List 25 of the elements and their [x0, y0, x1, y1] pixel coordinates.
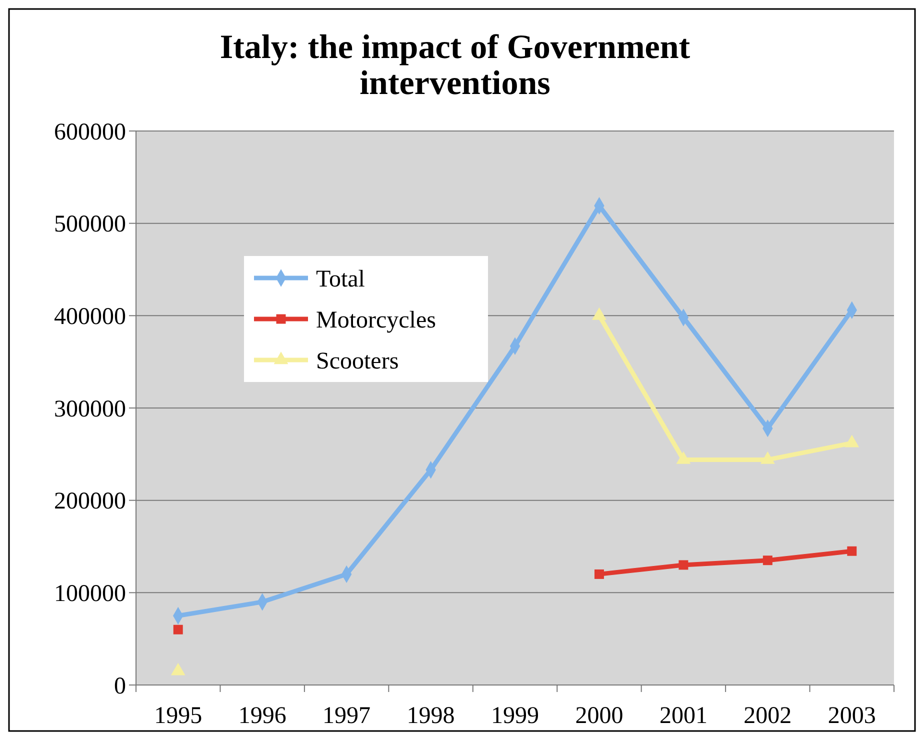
x-tick-label: 1999 [491, 703, 539, 729]
legend-label: Scooters [316, 348, 399, 374]
point [678, 560, 688, 570]
x-tick-label: 1995 [154, 703, 202, 729]
chart-title: Italy: the impact of Government interventions [220, 29, 691, 102]
point [594, 569, 604, 579]
x-tick-label: 2002 [744, 703, 792, 729]
y-tick-label: 600000 [54, 119, 126, 146]
y-tick-label: 500000 [54, 212, 126, 238]
x-tick-label: 1996 [238, 703, 286, 729]
y-tick-label: 100000 [54, 581, 126, 608]
y-tick-label: 0 [114, 673, 126, 700]
y-tick-label: 400000 [54, 304, 126, 330]
legend-label: Total [316, 266, 366, 292]
point [847, 546, 857, 556]
x-tick-label: 2003 [828, 703, 876, 729]
legend-label: Motorcycles [316, 307, 436, 334]
y-tick-label: 300000 [54, 396, 126, 422]
y-tick-label: 200000 [54, 488, 126, 515]
x-tick-label: 1998 [406, 703, 455, 729]
point [762, 556, 772, 566]
x-tick-label: 1997 [322, 703, 371, 729]
x-tick-label: 2000 [575, 703, 624, 729]
x-tick-label: 2001 [659, 703, 708, 729]
point [173, 624, 183, 634]
